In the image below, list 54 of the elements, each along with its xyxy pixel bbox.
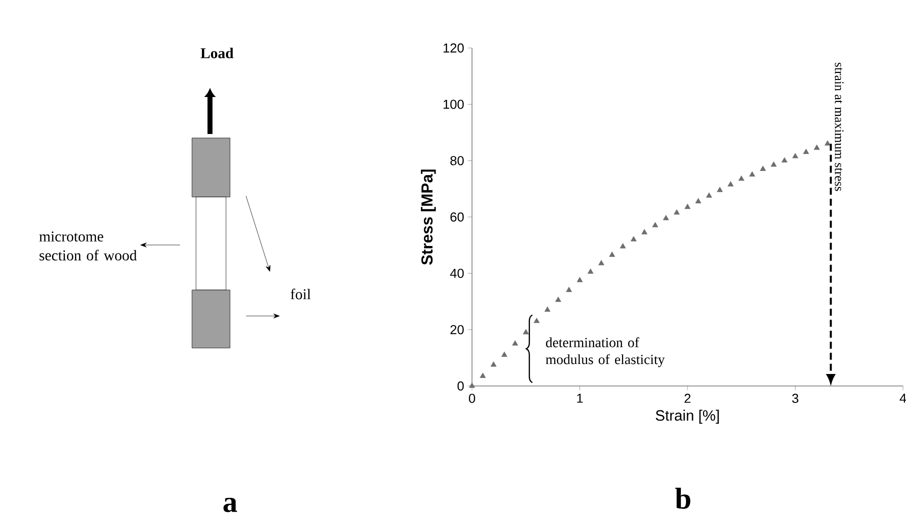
ref-line-label: strain at maximum stress	[834, 62, 844, 191]
point	[695, 198, 702, 204]
point	[662, 214, 669, 220]
x-tick-label: 3	[792, 394, 798, 403]
point	[770, 161, 777, 167]
x-tick-label: 1	[577, 394, 583, 403]
point	[544, 306, 550, 312]
point	[566, 286, 572, 292]
annotation: determination of modulus of elasticity	[546, 337, 665, 368]
text: Load	[200, 48, 234, 58]
point	[814, 144, 820, 150]
point	[728, 181, 734, 186]
text: microtome section of wood	[39, 232, 137, 260]
point	[792, 153, 798, 158]
point	[641, 229, 648, 234]
point	[588, 268, 594, 274]
point	[738, 176, 744, 181]
point	[782, 157, 788, 162]
y-tick-label: 80	[450, 156, 464, 166]
point	[555, 296, 562, 302]
point	[630, 236, 637, 242]
y-axis-title: Stress [MPa]	[420, 170, 436, 265]
y-tick-label: 0	[458, 381, 464, 391]
point	[716, 186, 723, 192]
point	[512, 340, 518, 346]
y-tick-label: 40	[450, 268, 464, 278]
y-tick-label: 60	[450, 212, 464, 222]
point	[469, 382, 475, 388]
y-tick-label: 120	[444, 43, 464, 53]
point	[620, 243, 626, 248]
point	[749, 171, 756, 177]
text: b	[675, 488, 690, 509]
point	[534, 318, 540, 323]
point	[522, 329, 529, 334]
point	[652, 222, 658, 228]
text: a	[224, 498, 238, 512]
point	[706, 192, 712, 198]
y-tick-label: 100	[444, 100, 464, 109]
text: foil	[290, 288, 311, 300]
point	[674, 209, 680, 215]
point	[609, 252, 616, 257]
point	[598, 260, 604, 266]
x-axis-title: Strain [%]	[656, 410, 719, 424]
point	[480, 372, 486, 378]
x-tick-label: 4	[900, 394, 906, 403]
point	[501, 352, 508, 357]
point	[760, 166, 766, 171]
point	[490, 361, 497, 367]
x-tick-label: 2	[684, 394, 690, 403]
point	[803, 148, 809, 154]
point	[684, 204, 690, 209]
y-tick-label: 20	[450, 325, 464, 334]
x-tick-label: 0	[468, 394, 476, 403]
point	[576, 276, 583, 282]
